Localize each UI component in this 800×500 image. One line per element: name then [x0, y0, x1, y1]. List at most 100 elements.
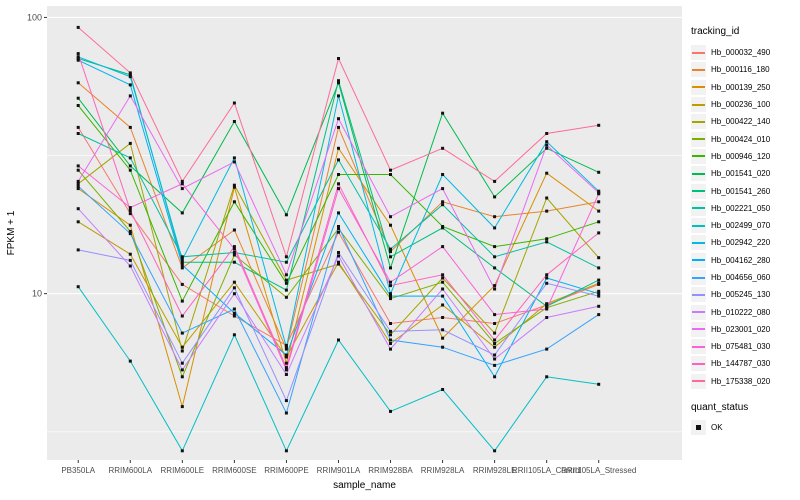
- x-tick-label: RRIM600SE: [212, 466, 256, 475]
- data-point: [545, 304, 549, 308]
- data-point: [545, 132, 549, 135]
- data-point: [337, 227, 340, 231]
- data-point: [389, 322, 392, 325]
- data-point: [337, 338, 340, 342]
- data-point: [76, 132, 80, 135]
- data-point: [493, 375, 497, 379]
- data-point: [545, 209, 549, 213]
- legend-item-label: Hb_002221_050: [711, 203, 771, 213]
- data-point: [180, 345, 184, 349]
- data-point: [389, 297, 392, 301]
- data-point: [545, 276, 549, 280]
- data-point: [128, 223, 132, 227]
- series-color-line: [692, 207, 705, 210]
- data-point: [232, 245, 236, 249]
- data-point: [545, 140, 549, 144]
- data-point: [128, 359, 132, 363]
- series-color-line: [692, 224, 705, 227]
- legend-title-quant-status: quant_status: [691, 401, 749, 413]
- x-tick-label: RRIM600PE: [264, 466, 308, 475]
- legend-item-Hb_000116_180: Hb_000116_180: [691, 61, 799, 78]
- data-point: [232, 286, 236, 290]
- data-point: [76, 207, 80, 211]
- data-point: [284, 345, 288, 349]
- data-point: [128, 94, 132, 98]
- data-point: [337, 57, 340, 60]
- data-point: [389, 173, 392, 176]
- data-point: [232, 280, 236, 284]
- data-point: [337, 225, 340, 228]
- legend-item-label: Hb_000139_250: [711, 82, 771, 92]
- legend-item-label: Hb_144787_030: [711, 359, 771, 369]
- legend: tracking_id Hb_000032_490 Hb_000116_180 Hb…: [691, 26, 799, 436]
- data-point: [180, 179, 184, 183]
- data-point: [232, 253, 236, 257]
- legend-item-Hb_004162_280: Hb_004162_280: [691, 252, 799, 269]
- data-point: [76, 57, 80, 60]
- data-point: [76, 184, 80, 188]
- data-point: [232, 200, 236, 204]
- legend-item-label: Hb_000236_100: [711, 100, 771, 110]
- y-tick-label: 10: [32, 289, 42, 299]
- data-point: [284, 278, 288, 282]
- data-point: [389, 168, 392, 172]
- data-point: [493, 313, 497, 317]
- legend-item-label: Hb_004162_280: [711, 255, 771, 265]
- data-point: [128, 258, 132, 262]
- data-point: [232, 251, 236, 254]
- series-color-line: [692, 138, 705, 141]
- data-point: [76, 285, 80, 289]
- data-point: [493, 245, 497, 249]
- series-color-line: [692, 276, 705, 279]
- data-point: [597, 278, 601, 282]
- data-point: [389, 409, 392, 413]
- data-point: [441, 287, 445, 291]
- data-point: [232, 228, 236, 232]
- data-point: [493, 179, 497, 183]
- legend-item-Hb_000139_250: Hb_000139_250: [691, 79, 799, 96]
- data-point: [128, 164, 132, 168]
- data-point: [597, 123, 601, 127]
- data-point: [389, 223, 392, 227]
- data-point: [128, 156, 132, 160]
- data-point: [597, 281, 601, 285]
- legend-key-line-icon: [691, 235, 706, 251]
- data-point: [128, 264, 132, 268]
- data-point: [337, 79, 340, 83]
- legend-item-label: OK: [711, 423, 723, 433]
- data-point: [180, 449, 184, 453]
- data-point: [232, 156, 236, 160]
- data-point: [545, 196, 549, 200]
- legend-item-Hb_005245_130: Hb_005245_130: [691, 286, 799, 303]
- data-point: [441, 173, 445, 176]
- data-point: [337, 182, 340, 186]
- x-tick-label: RRIM928LA: [421, 466, 465, 475]
- data-point: [76, 81, 80, 85]
- data-point: [493, 255, 497, 259]
- data-point: [232, 311, 236, 315]
- data-point: [389, 347, 392, 351]
- data-point: [389, 333, 392, 337]
- legend-item-Hb_002942_220: Hb_002942_220: [691, 234, 799, 251]
- data-point: [337, 251, 340, 254]
- data-point: [128, 73, 132, 77]
- data-point: [493, 449, 497, 453]
- tracking-id-legend-items: Hb_000032_490 Hb_000116_180 Hb_000139_250 H…: [691, 44, 799, 390]
- data-point: [232, 160, 236, 164]
- data-point: [232, 101, 236, 105]
- legend-key-line-icon: [691, 287, 706, 303]
- black-square-point-icon: [696, 425, 701, 431]
- legend-item-label: Hb_004656_060: [711, 273, 771, 282]
- series-color-line: [692, 120, 705, 123]
- data-point: [597, 192, 601, 196]
- legend-item-label: Hb_010222_080: [711, 307, 771, 317]
- x-tick-label: RRIM600LE: [161, 466, 205, 475]
- data-point: [441, 245, 445, 249]
- data-point: [180, 211, 184, 215]
- data-point: [180, 349, 184, 353]
- data-point: [597, 220, 601, 224]
- legend-item-label: Hb_000116_180: [711, 65, 770, 75]
- series-color-line: [692, 172, 705, 175]
- data-point: [337, 211, 340, 215]
